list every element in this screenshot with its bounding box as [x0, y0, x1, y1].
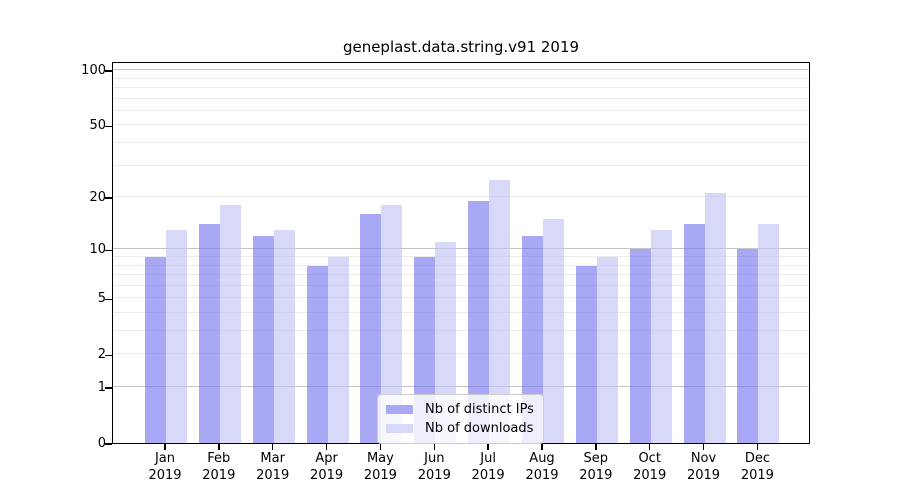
- x-tick-jul: [487, 444, 489, 450]
- gridline-60: [113, 109, 809, 111]
- gridline-5: [113, 297, 809, 299]
- bar-ips-jan: [145, 257, 166, 443]
- bar-downloads-sep: [596, 257, 618, 443]
- legend-swatch-downloads: [386, 424, 413, 433]
- bar-downloads-jun: [435, 242, 457, 443]
- legend: Nb of distinct IPs Nb of downloads: [377, 394, 544, 444]
- gridline-70: [113, 97, 809, 99]
- bar-ips-oct: [629, 249, 651, 443]
- bar-downloads-nov: [704, 193, 726, 443]
- gridline-4: [113, 312, 809, 313]
- gridline-2: [113, 353, 809, 355]
- gridline-40: [113, 142, 809, 143]
- x-tick-dec: [756, 444, 759, 450]
- x-tick-mar: [271, 444, 274, 450]
- chart-title: geneplast.data.string.v91 2019: [342, 38, 580, 56]
- legend-item-distinct-ips: Nb of distinct IPs: [386, 400, 534, 419]
- x-tick-label-apr: Apr 2019: [310, 451, 344, 483]
- gridline-6: [113, 284, 809, 286]
- bar-ips-aug: [521, 235, 543, 443]
- bar-downloads-mar: [273, 229, 295, 443]
- x-tick-label-aug: Aug 2019: [525, 451, 559, 483]
- bar-ips-sep: [575, 265, 597, 443]
- legend-label-distinct-ips: Nb of distinct IPs: [425, 402, 534, 417]
- x-tick-label-nov: Nov 2019: [686, 451, 721, 483]
- bar-downloads-apr: [327, 257, 349, 443]
- gridline-100: [113, 69, 809, 71]
- gridline-50: [113, 124, 809, 126]
- y-tick-2: [105, 354, 112, 356]
- legend-item-downloads: Nb of downloads: [386, 419, 534, 438]
- bar-ips-feb: [198, 224, 220, 443]
- x-tick-label-jul: Jul 2019: [471, 451, 505, 483]
- y-tick-label-10: 10: [89, 242, 106, 258]
- gridline-10: [113, 248, 809, 250]
- bar-ips-nov: [683, 224, 705, 443]
- y-tick-5: [105, 298, 112, 300]
- bar-ips-mar: [252, 235, 274, 443]
- y-tick-0: [105, 443, 112, 445]
- gridline-80: [113, 87, 809, 88]
- y-tick-label-5: 5: [97, 291, 106, 307]
- x-tick-oct: [648, 444, 651, 450]
- x-tick-feb: [218, 444, 220, 450]
- bar-ips-jul: [468, 201, 490, 443]
- gridline-7: [113, 274, 809, 275]
- x-tick-label-jun: Jun 2019: [417, 451, 451, 483]
- y-tick-label-0: 0: [97, 436, 106, 451]
- bar-ips-may: [360, 214, 382, 443]
- y-tick-label-2: 2: [97, 347, 106, 363]
- x-tick-aug: [541, 444, 543, 450]
- x-tick-nov: [702, 444, 705, 450]
- bar-downloads-oct: [650, 229, 672, 443]
- gridline-1: [113, 386, 809, 387]
- bar-downloads-jan: [166, 229, 187, 443]
- x-tick-label-sep: Sep 2019: [579, 451, 613, 483]
- x-tick-sep: [595, 444, 597, 450]
- y-tick-label-1: 1: [97, 380, 106, 395]
- gridline-8: [113, 264, 809, 266]
- x-tick-label-oct: Oct 2019: [633, 451, 667, 483]
- x-tick-label-jan: Jan 2019: [148, 451, 182, 483]
- gridline-30: [113, 164, 809, 166]
- bar-downloads-may: [381, 205, 403, 443]
- x-tick-jan: [164, 444, 166, 450]
- x-tick-label-dec: Dec 2019: [740, 451, 774, 483]
- x-tick-jun: [433, 444, 435, 450]
- x-tick-label-may: May 2019: [363, 451, 397, 483]
- legend-swatch-distinct-ips: [386, 405, 413, 414]
- x-tick-apr: [325, 444, 328, 450]
- y-tick-1: [105, 387, 112, 389]
- y-tick-10: [105, 249, 112, 252]
- y-tick-label-100: 100: [81, 63, 106, 79]
- gridline-20: [113, 196, 809, 198]
- plot-area: [112, 62, 810, 444]
- bar-downloads-dec: [758, 224, 780, 443]
- bar-downloads-aug: [542, 219, 564, 443]
- bar-ips-dec: [737, 249, 759, 443]
- bar-downloads-feb: [219, 205, 241, 443]
- gridline-3: [113, 330, 809, 331]
- gridline-90: [113, 77, 809, 79]
- y-tick-50: [105, 125, 112, 128]
- bar-ips-apr: [306, 265, 328, 443]
- y-tick-20: [105, 197, 112, 199]
- x-tick-may: [379, 444, 382, 450]
- y-tick-label-20: 20: [89, 190, 106, 206]
- x-tick-label-feb: Feb 2019: [202, 451, 236, 483]
- bar-downloads-jul: [489, 179, 511, 443]
- x-tick-label-mar: Mar 2019: [256, 451, 290, 483]
- legend-label-downloads: Nb of downloads: [425, 421, 534, 436]
- y-tick-label-50: 50: [89, 118, 106, 134]
- y-tick-100: [105, 70, 112, 72]
- gridline-9: [113, 256, 809, 257]
